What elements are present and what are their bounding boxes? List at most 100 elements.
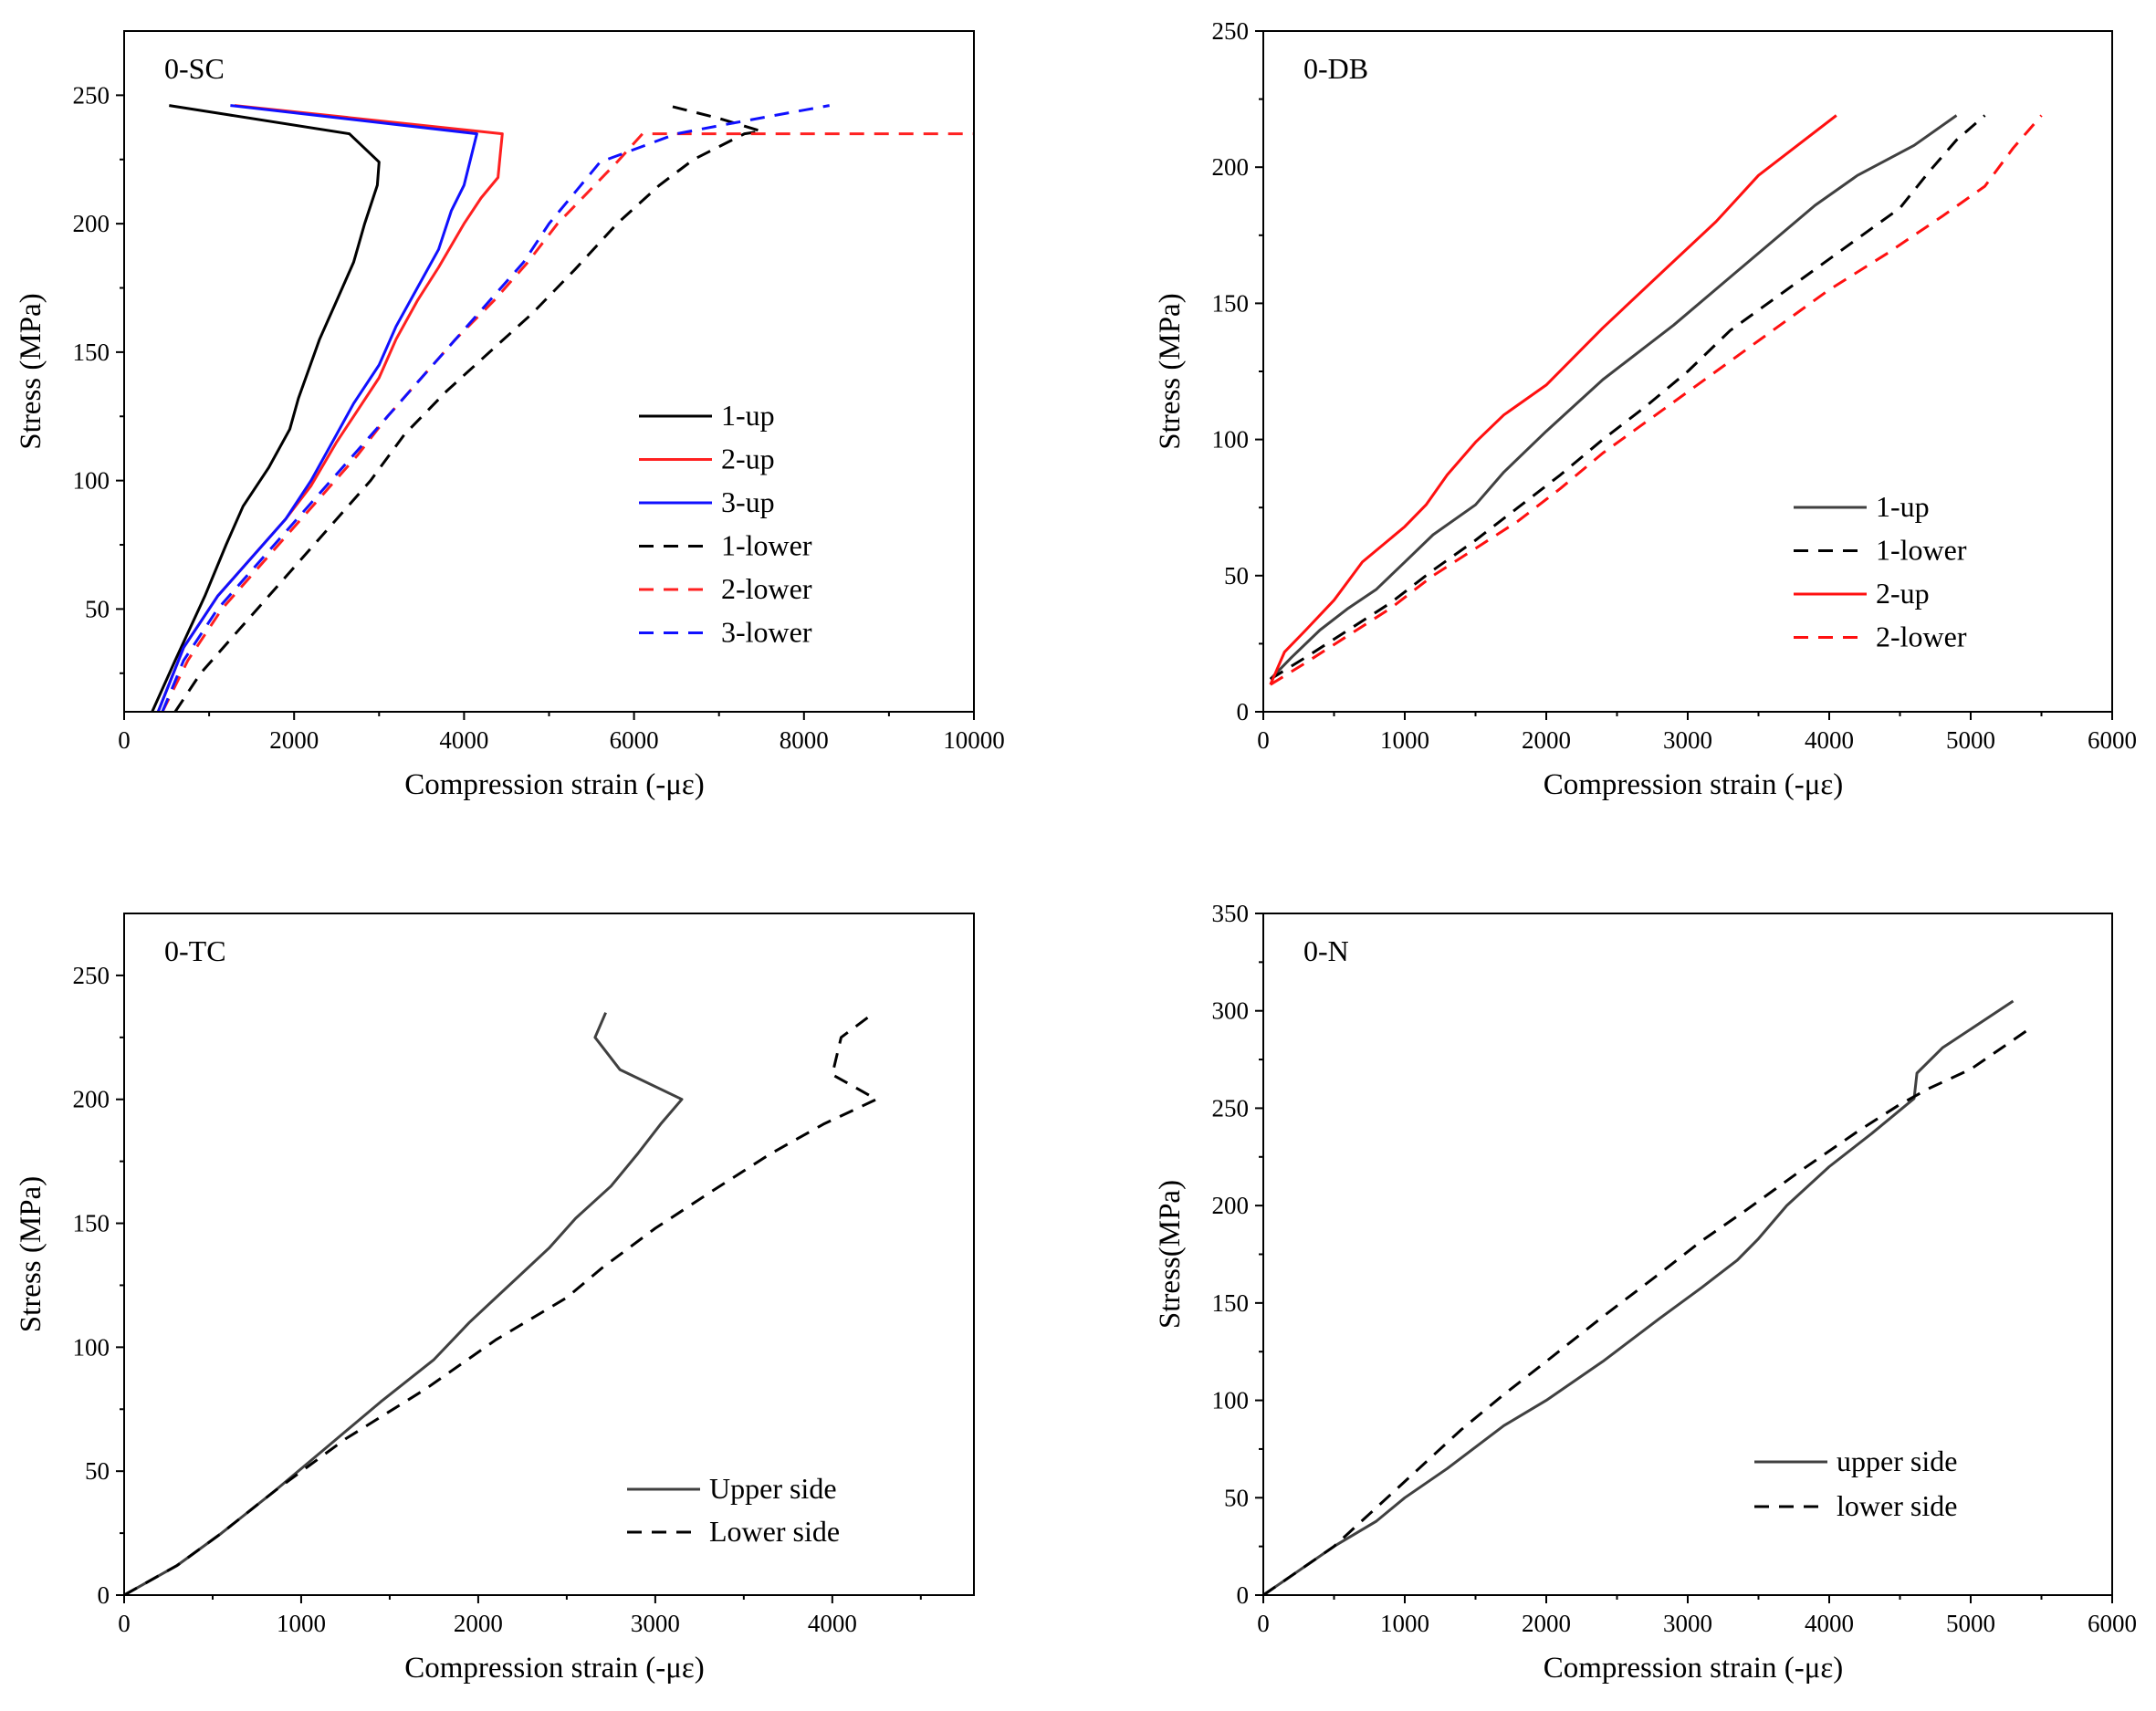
x-tick-label: 4000 <box>1805 1610 1854 1637</box>
legend-label: lower side <box>1837 1489 1957 1522</box>
x-tick-label: 3000 <box>1663 726 1712 754</box>
y-axis-title: Stress (MPa) <box>15 1176 47 1332</box>
series-line-2-lower <box>1270 114 2043 686</box>
panel-label: 0-TC <box>164 934 226 967</box>
y-tick-label: 100 <box>1212 1387 1250 1414</box>
series-line-upper-side <box>124 1012 684 1595</box>
y-axis-title: Stress (MPa) <box>15 293 47 449</box>
y-tick-label: 50 <box>85 1457 110 1485</box>
chart-panel-0-db: 0 1000 2000 3000 4000 5000 6000 0 50 100 150 200 250… <box>1154 17 2137 801</box>
series-line-3-lower <box>161 104 830 712</box>
series-line-upper-side <box>1263 999 2015 1595</box>
legend: 1-up 2-up 3-up 1-lower 2-lower 3-lower <box>639 399 812 649</box>
y-tick-label: 250 <box>1212 1094 1250 1122</box>
series-line-3-up <box>156 104 478 712</box>
x-tick-label: 2000 <box>1522 1610 1571 1637</box>
legend-label: 1-up <box>721 399 775 432</box>
legend-label: 3-lower <box>721 616 812 649</box>
x-tick-label: 0 <box>118 726 131 754</box>
y-axis-title: Stress(MPa) <box>1154 1180 1187 1329</box>
series-group <box>1263 999 2028 1595</box>
x-tick-label: 1000 <box>277 1610 326 1637</box>
series-group <box>1269 114 2043 686</box>
x-tick-label: 6000 <box>610 726 659 754</box>
x-tick-label: 0 <box>1257 726 1270 754</box>
series-line-1-lower <box>1270 114 1986 681</box>
y-tick-label: 0 <box>1237 1581 1250 1609</box>
x-axis-title: Compression strain (-με) <box>1544 768 1844 801</box>
series-line-1-up <box>151 104 381 712</box>
series-line-1-up <box>1269 114 1958 681</box>
series-group <box>151 104 974 712</box>
y-tick-label: 350 <box>1212 900 1250 927</box>
x-tick-label: 0 <box>118 1610 131 1637</box>
plot-frame <box>123 30 975 713</box>
x-tick-label: 0 <box>1257 1610 1270 1637</box>
legend-label: 2-up <box>721 443 775 475</box>
chart-panel-0-sc: 0 2000 4000 6000 8000 10000 50 100 150 200 250 Comp… <box>15 30 1005 801</box>
series-line-2-up <box>1269 114 1837 685</box>
y-tick-label: 0 <box>98 1581 110 1609</box>
legend-label: 2-lower <box>1876 621 1967 653</box>
panel-label: 0-N <box>1303 934 1349 967</box>
y-tick-label: 200 <box>1212 1192 1250 1219</box>
legend: upper side lower side <box>1754 1445 1957 1522</box>
y-tick-label: 150 <box>1212 1289 1250 1317</box>
x-tick-label: 2000 <box>1522 726 1571 754</box>
y-tick-label: 150 <box>1212 289 1250 317</box>
series-group <box>124 1012 878 1595</box>
y-tick-label: 300 <box>1212 997 1250 1025</box>
chart-panel-0-n: 0 1000 2000 3000 4000 5000 6000 0 50 100 150 200 250… <box>1154 900 2137 1685</box>
plot-frame <box>123 913 975 1596</box>
y-tick-label: 0 <box>1237 698 1250 725</box>
series-line-1-lower <box>173 104 763 712</box>
legend: 1-up 1-lower 2-up 2-lower <box>1794 490 1967 653</box>
legend-label: 1-lower <box>721 529 812 562</box>
x-tick-label: 6000 <box>2088 726 2137 754</box>
y-tick-label: 200 <box>73 1086 110 1113</box>
y-tick-label: 200 <box>1212 153 1250 181</box>
legend-label: 2-up <box>1876 577 1930 610</box>
y-tick-label: 100 <box>1212 426 1250 454</box>
panel-label: 0-DB <box>1303 52 1368 85</box>
y-tick-label: 100 <box>73 467 110 495</box>
legend-label: upper side <box>1837 1445 1957 1477</box>
x-tick-label: 3000 <box>631 1610 680 1637</box>
y-tick-label: 250 <box>73 81 110 109</box>
series-line-2-lower <box>161 132 974 712</box>
y-tick-label: 50 <box>1224 562 1249 589</box>
x-tick-label: 8000 <box>780 726 829 754</box>
y-tick-label: 100 <box>73 1333 110 1361</box>
legend-label: 2-lower <box>721 572 812 605</box>
x-tick-label: 4000 <box>439 726 488 754</box>
x-axis-title: Compression strain (-με) <box>404 1652 705 1685</box>
legend-label: 1-up <box>1876 490 1930 523</box>
legend-label: 1-lower <box>1876 534 1967 567</box>
legend-label: Lower side <box>709 1515 840 1548</box>
x-tick-label: 1000 <box>1380 1610 1429 1637</box>
series-line-lower-side <box>1263 1028 2028 1595</box>
x-tick-label: 5000 <box>1946 726 1995 754</box>
x-axis-title: Compression strain (-με) <box>404 768 705 801</box>
x-tick-label: 4000 <box>808 1610 857 1637</box>
x-tick-label: 6000 <box>2088 1610 2137 1637</box>
y-tick-label: 150 <box>73 339 110 366</box>
y-tick-label: 50 <box>1224 1484 1249 1511</box>
y-tick-label: 200 <box>73 210 110 237</box>
chart-panel-0-tc: 0 1000 2000 3000 4000 0 50 100 150 200 250 Compress… <box>15 913 975 1685</box>
x-tick-label: 2000 <box>454 1610 503 1637</box>
x-tick-label: 5000 <box>1946 1610 1995 1637</box>
x-tick-label: 4000 <box>1805 726 1854 754</box>
series-line-lower-side <box>124 1016 878 1595</box>
legend-label: Upper side <box>709 1472 837 1505</box>
y-axis-title: Stress (MPa) <box>1154 293 1187 449</box>
x-axis-title: Compression strain (-με) <box>1544 1652 1844 1685</box>
y-tick-label: 250 <box>73 962 110 989</box>
y-tick-label: 50 <box>85 595 110 622</box>
legend-label: 3-up <box>721 485 775 518</box>
x-tick-label: 3000 <box>1663 1610 1712 1637</box>
panel-label: 0-SC <box>164 52 225 85</box>
plot-frame <box>1262 913 2113 1596</box>
x-tick-label: 10000 <box>943 726 1005 754</box>
